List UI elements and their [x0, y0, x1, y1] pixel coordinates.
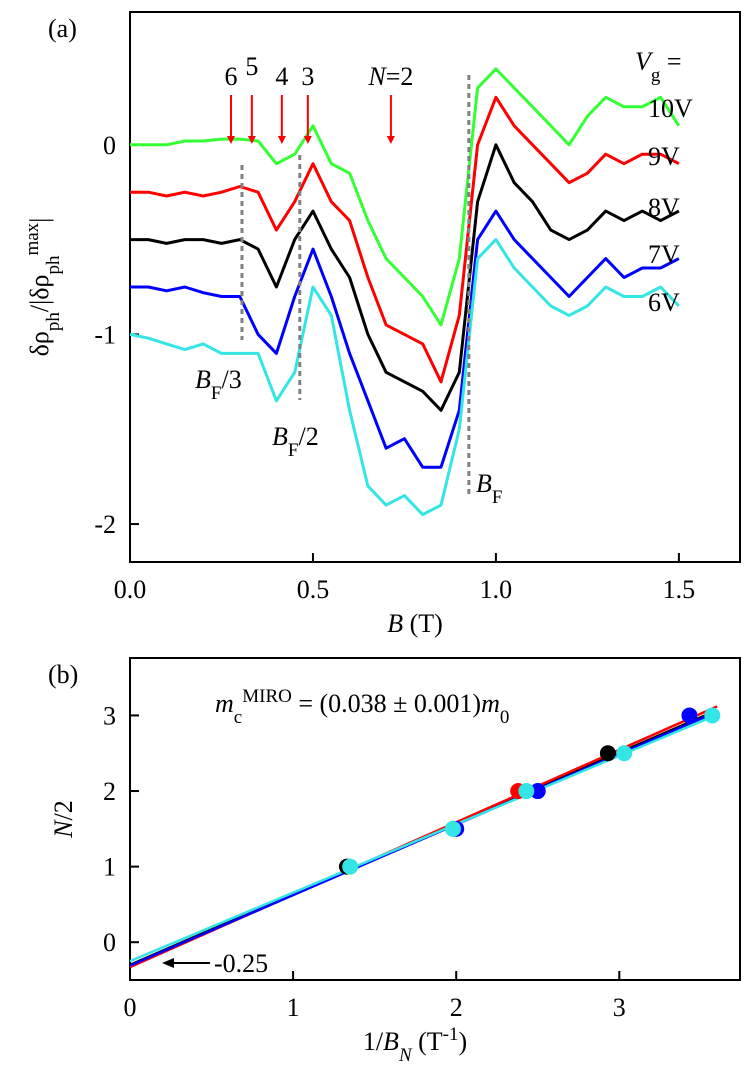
text-part: =2: [386, 62, 414, 91]
data-point: [518, 783, 535, 800]
text-part: /3: [221, 365, 241, 394]
panel-label: (b): [48, 660, 78, 689]
text-part: 4: [275, 62, 288, 91]
text-part: 0: [500, 707, 510, 728]
text-part: B: [272, 422, 288, 451]
y-tick-label: 0: [103, 928, 116, 957]
intercept-label: -0.25: [214, 949, 268, 978]
arrow-label: 4: [275, 62, 288, 91]
y-tick-label: -2: [94, 510, 116, 539]
data-line: [130, 209, 680, 469]
x-tick-label: 1.0: [480, 575, 513, 604]
y-tick-label: -1: [94, 320, 116, 349]
data-point: [529, 783, 546, 800]
x-tick-label: 0.5: [297, 575, 330, 604]
x-tick-label: 1: [287, 993, 300, 1022]
data-point: [342, 858, 359, 875]
text-part: 3: [301, 62, 314, 91]
data-point: [599, 745, 616, 762]
text-part: N: [49, 819, 78, 839]
x-axis-label: B (T): [387, 609, 443, 638]
y-tick-label: 0: [103, 131, 116, 160]
text-part: B: [383, 1027, 399, 1056]
text-part: /2: [49, 800, 78, 820]
text-part: 6: [224, 62, 237, 91]
y-tick-label: 1: [103, 853, 116, 882]
panel-label: (a): [48, 14, 77, 43]
text-part: (T): [403, 609, 443, 638]
x-tick-label: 2: [450, 993, 463, 1022]
text-part: ph: [43, 312, 64, 332]
text-part: N: [398, 1045, 413, 1066]
y-tick-label: 3: [103, 701, 116, 730]
x-tick-label: 0.0: [114, 575, 147, 604]
text-part: F: [492, 487, 503, 508]
arrow-label: 5: [245, 52, 258, 81]
text-part: = (0.038 ± 0.001): [292, 689, 481, 718]
data-line: [129, 238, 680, 517]
text-part: B: [195, 365, 211, 394]
text-part: B: [476, 469, 492, 498]
y-axis-label: N/2: [49, 800, 78, 839]
x-tick-label: 3: [613, 993, 626, 1022]
text-part: MIRO: [242, 686, 292, 707]
text-part: ): [459, 1027, 468, 1056]
plot-frame: [129, 657, 741, 981]
text-part: /|δρ: [25, 275, 54, 313]
equation: mcMIRO = (0.038 ± 0.001)m0: [215, 686, 509, 728]
text-part: B: [387, 609, 403, 638]
marker-label: BF/2: [272, 422, 319, 461]
text-part: N: [367, 62, 387, 91]
x-tick-label: 1.5: [663, 575, 696, 604]
y-axis-label: δρph/|δρphmax|: [22, 218, 64, 357]
marker-label: BF/3: [195, 365, 242, 404]
data-point: [616, 745, 633, 762]
series-label: 6V: [648, 288, 680, 317]
text-part: (T: [412, 1027, 443, 1056]
text-part: V: [635, 47, 654, 76]
marker-label: BF: [476, 469, 502, 508]
text-part: F: [211, 383, 222, 404]
arrow-label: 6: [224, 62, 237, 91]
series-label: 7V: [648, 240, 680, 269]
data-line: [130, 67, 681, 327]
text-part: 1/: [363, 1027, 384, 1056]
text-part: F: [288, 440, 299, 461]
x-axis-label: 1/BN (T-1): [363, 1024, 467, 1066]
text-part: /2: [298, 422, 318, 451]
arrow-label: N=2: [367, 62, 413, 91]
series-label: 8V: [648, 193, 680, 222]
legend-title: Vg =: [635, 47, 682, 86]
y-tick-label: 2: [103, 777, 116, 806]
text-part: m: [481, 689, 500, 718]
series-label: 10V: [648, 94, 693, 123]
text-part: |: [25, 218, 54, 223]
text-part: g: [651, 65, 661, 86]
text-part: m: [215, 689, 234, 718]
text-part: =: [660, 47, 681, 76]
text-part: c: [234, 707, 242, 728]
data-line: [130, 143, 680, 412]
data-point: [681, 707, 698, 724]
data-point: [444, 820, 461, 837]
text-part: max: [22, 222, 43, 255]
data-point: [704, 707, 721, 724]
arrow-label: 3: [301, 62, 314, 91]
x-tick-label: 0: [124, 993, 137, 1022]
text-part: δρ: [25, 331, 54, 356]
text-part: ph: [43, 255, 64, 275]
series-label: 9V: [648, 142, 680, 171]
text-part: 5: [245, 52, 258, 81]
data-line: [130, 95, 680, 384]
text-part: -1: [443, 1024, 459, 1045]
